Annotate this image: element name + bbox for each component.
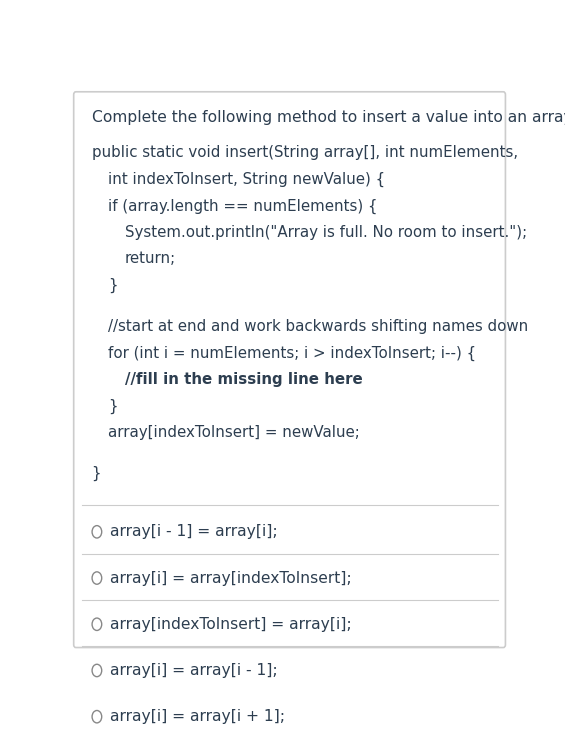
Text: Complete the following method to insert a value into an array:: Complete the following method to insert … <box>92 111 565 125</box>
Text: //start at end and work backwards shifting names down: //start at end and work backwards shifti… <box>108 319 528 334</box>
Text: int indexToInsert, String newValue) {: int indexToInsert, String newValue) { <box>108 172 385 187</box>
Text: }: } <box>108 398 118 414</box>
Text: }: } <box>108 277 118 293</box>
Circle shape <box>92 526 102 538</box>
Circle shape <box>92 618 102 630</box>
Circle shape <box>92 711 102 723</box>
Text: for (int i = numElements; i > indexToInsert; i--) {: for (int i = numElements; i > indexToIns… <box>108 346 476 361</box>
Text: array[indexToInsert] = newValue;: array[indexToInsert] = newValue; <box>108 425 360 440</box>
Text: array[i] = array[i + 1];: array[i] = array[i + 1]; <box>111 709 285 724</box>
Circle shape <box>92 572 102 584</box>
Text: if (array.length == numElements) {: if (array.length == numElements) { <box>108 198 378 214</box>
Text: return;: return; <box>125 251 176 266</box>
Circle shape <box>92 664 102 676</box>
Text: array[i] = array[i - 1];: array[i] = array[i - 1]; <box>111 663 278 678</box>
Text: array[indexToInsert] = array[i];: array[indexToInsert] = array[i]; <box>111 617 352 632</box>
Text: //fill in the missing line here: //fill in the missing line here <box>125 372 363 386</box>
Text: }: } <box>92 466 101 481</box>
Text: array[i] = array[indexToInsert];: array[i] = array[indexToInsert]; <box>111 570 352 586</box>
FancyBboxPatch shape <box>73 92 506 648</box>
Text: public static void insert(String array[], int numElements,: public static void insert(String array[]… <box>92 146 518 160</box>
Text: array[i - 1] = array[i];: array[i - 1] = array[i]; <box>111 524 278 539</box>
Text: System.out.println("Array is full. No room to insert.");: System.out.println("Array is full. No ro… <box>125 225 527 240</box>
